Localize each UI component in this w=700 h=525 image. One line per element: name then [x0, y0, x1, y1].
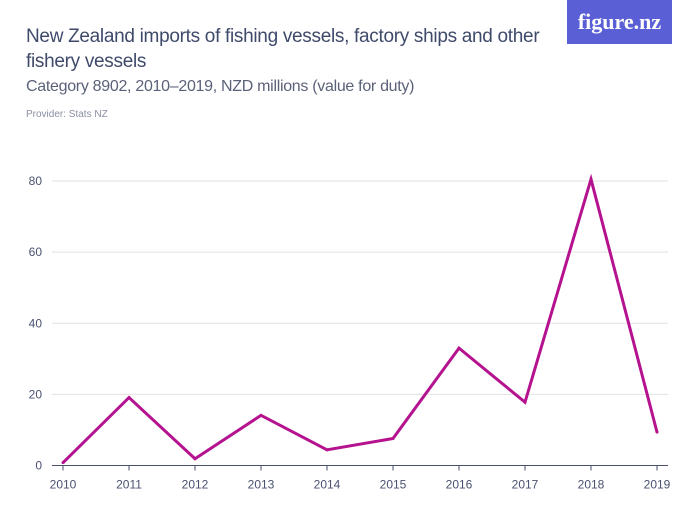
x-tick-label: 2016	[446, 478, 473, 492]
x-tick-label: 2019	[644, 478, 671, 492]
x-tick-label: 2012	[182, 478, 209, 492]
x-tick-label: 2013	[248, 478, 275, 492]
x-tick-label: 2015	[380, 478, 407, 492]
data-point	[457, 346, 461, 350]
x-tick-label: 2014	[314, 478, 341, 492]
x-tick-label: 2011	[116, 478, 142, 492]
x-tick-label: 2018	[578, 478, 605, 492]
y-tick-label: 40	[29, 316, 43, 330]
y-tick-label: 0	[35, 459, 42, 473]
data-point	[523, 400, 527, 404]
data-point	[259, 413, 263, 417]
y-tick-label: 20	[29, 387, 43, 401]
series-line	[61, 173, 659, 464]
chart-title: New Zealand imports of fishing vessels, …	[26, 26, 540, 72]
data-point	[589, 177, 593, 181]
y-tick-label: 80	[29, 174, 43, 188]
data-point	[655, 430, 659, 434]
data-point	[325, 448, 329, 452]
x-tick-label: 2017	[512, 478, 539, 492]
provider-label: Provider: Stats NZ	[26, 109, 108, 120]
data-point	[61, 461, 65, 465]
data-point	[391, 436, 395, 440]
data-point	[193, 457, 197, 461]
y-tick-label: 60	[29, 245, 43, 259]
x-tick-label: 2010	[50, 478, 77, 492]
figure-nz-logo[interactable]: figure.nz	[567, 0, 672, 44]
chart-subtitle: Category 8902, 2010–2019, NZD millions (…	[26, 78, 415, 95]
data-point	[127, 396, 131, 400]
